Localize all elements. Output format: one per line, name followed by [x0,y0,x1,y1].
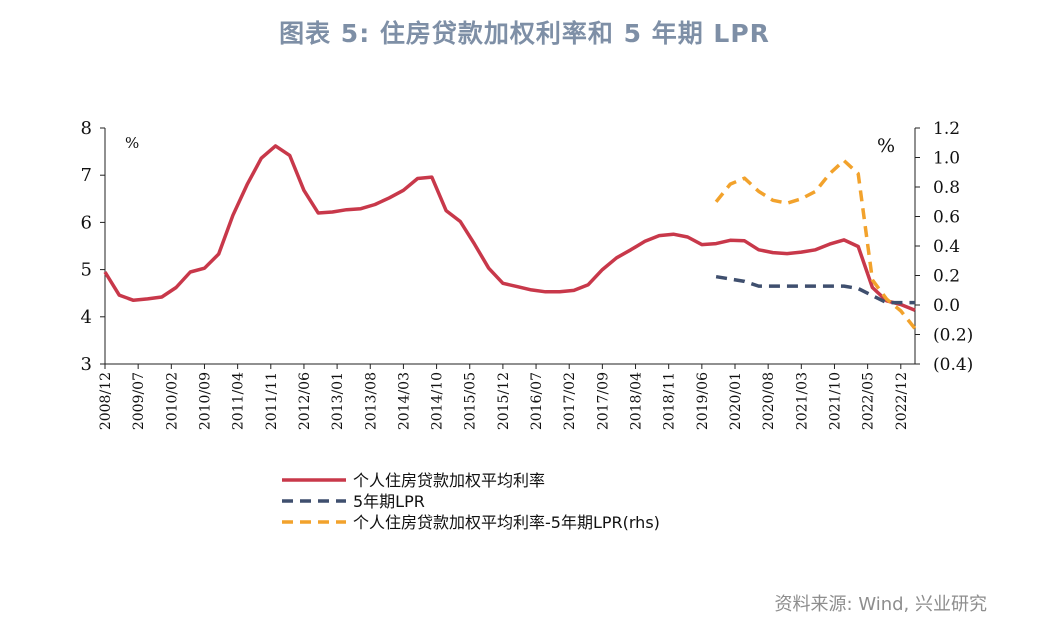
chart-title: 图表 5: 住房贷款加权利率和 5 年期 LPR [279,19,770,48]
y-right-tick-label: 0.6 [933,208,960,228]
legend-label-3: 个人住房贷款加权平均利率-5年期LPR(rhs) [353,513,660,532]
x-tick-label: 2019/06 [695,372,711,430]
y-right-tick-label: 0.2 [933,267,960,287]
x-tick-label: 2018/11 [662,372,678,430]
y-right-unit: % [877,135,895,157]
source-note: 资料来源: Wind, 兴业研究 [774,594,987,615]
x-tick-label: 2021/10 [827,372,843,430]
series-line-1 [103,144,916,312]
x-tick-label: 2021/03 [794,372,810,430]
x-tick-label: 2014/03 [396,372,412,430]
legend-label-1: 个人住房贷款加权平均利率 [353,471,545,490]
x-tick-label: 2015/12 [496,372,512,430]
x-tick-label: 2013/08 [363,372,379,430]
x-tick-label: 2020/01 [728,372,744,430]
x-tick-label: 2017/02 [562,372,578,430]
y-right-tick-label: 0.8 [933,178,960,198]
x-tick-label: 2022/12 [894,372,910,430]
y-right-tick-label: (0.4) [933,355,973,375]
x-tick-label: 2015/05 [463,372,479,430]
y-left-tick-label: 7 [81,165,92,186]
x-tick-label: 2011/11 [264,372,280,430]
x-tick-label: 2010/09 [197,372,213,430]
x-tick-label: 2017/09 [595,372,611,430]
x-tick-label: 2011/04 [231,372,247,430]
x-tick-label: 2010/02 [164,372,180,430]
axes: 3 4 5 6 7 8 1.2 1.0 0.8 0.6 0.4 0.2 0.0 (0.2) (0.4)% % 2… [81,118,974,430]
x-tick-label: 2013/01 [330,372,346,430]
legend-label-2: 5年期LPR [353,492,425,511]
series-line-3 [714,158,917,330]
x-tick-label: 2014/10 [430,372,446,430]
x-tick-label: 2008/12 [98,372,114,430]
y-left-unit: % [125,134,139,152]
y-right-tick-label: 0.0 [933,296,960,316]
y-right-tick-label: 1.2 [933,119,960,139]
y-left-tick-label: 4 [81,307,92,328]
series-layer [103,144,917,330]
x-tick-label: 2018/04 [629,372,645,430]
y-left-tick-label: 5 [81,260,92,281]
x-tick-label: 2012/06 [297,372,313,430]
legend: 个人住房贷款加权平均利率 5年期LPR 个人住房贷款加权平均利率-5年期LPR(rh… [282,471,660,532]
x-tick-label: 2022/05 [861,372,877,430]
x-tick-label: 2016/07 [529,372,545,430]
y-left-tick-label: 6 [81,212,92,233]
x-tick-label: 2020/08 [761,372,777,430]
series-line-2 [715,274,915,305]
y-right-tick-label: (0.2) [933,326,973,346]
x-tick-label: 2009/07 [131,372,147,430]
y-right-tick-label: 0.4 [933,237,960,257]
y-left-tick-label: 8 [81,118,92,139]
y-right-tick-label: 1.0 [933,149,960,169]
y-left-tick-label: 3 [81,354,92,375]
